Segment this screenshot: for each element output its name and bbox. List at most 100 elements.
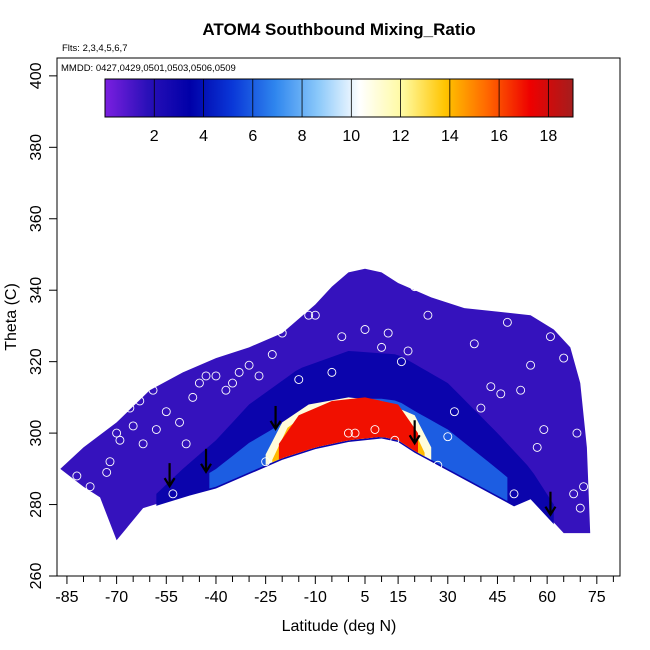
observation-point <box>433 460 443 470</box>
colorbar-tick-label: 18 <box>539 128 557 145</box>
observation-point <box>579 482 589 492</box>
dates-note: MMDD: 0427,0429,0501,0503,0506,0509 <box>61 63 236 74</box>
x-tick-label: 60 <box>538 589 556 606</box>
colorbar-tick-label: 6 <box>248 128 257 145</box>
field-zone-red-core <box>278 397 418 460</box>
observation-point <box>211 371 221 381</box>
x-tick-label: -10 <box>304 589 327 606</box>
observation-point <box>396 357 406 367</box>
observation-point <box>125 403 135 413</box>
mixing-ratio-field <box>60 268 591 576</box>
profile-arrows <box>163 405 557 517</box>
x-tick-label: -25 <box>254 589 277 606</box>
observation-point <box>559 353 569 363</box>
observation-point <box>175 417 184 427</box>
observation-point <box>310 310 320 320</box>
observation-point <box>168 489 178 499</box>
observation-point <box>390 435 400 445</box>
observation-point <box>128 421 138 431</box>
observation-point <box>228 378 237 388</box>
observation-point <box>267 350 277 359</box>
observation-point <box>304 310 314 320</box>
colorbar-tick-label: 8 <box>298 128 307 145</box>
observation-point <box>532 442 542 452</box>
x-tick-label: 75 <box>588 589 606 606</box>
observation-point <box>377 342 387 352</box>
y-tick-label: 260 <box>28 563 45 590</box>
observation-point <box>443 432 453 442</box>
observation-point <box>383 328 393 338</box>
observation-point <box>327 367 337 377</box>
observation-point <box>459 485 469 495</box>
observation-point <box>509 489 519 499</box>
chart-title: ATOM4 Southbound Mixing_Ratio <box>202 20 475 39</box>
observation-point <box>221 385 231 395</box>
observation-point <box>416 271 426 281</box>
profile-arrow <box>544 491 557 517</box>
colorbar-tick-label: 10 <box>342 128 360 145</box>
observation-point <box>572 428 582 438</box>
observation-point <box>277 328 287 338</box>
colorbar-tick-label: 4 <box>199 128 208 145</box>
y-tick-label: 300 <box>28 420 45 447</box>
observation-point <box>234 367 244 377</box>
y-axis: 260 280 300 320 340 360 380 400 <box>28 62 57 589</box>
observation-point <box>254 371 264 381</box>
x-tick-label: 45 <box>489 589 507 606</box>
observation-point <box>343 428 353 438</box>
observation-point <box>370 425 380 434</box>
y-tick-label: 380 <box>28 134 45 161</box>
observation-point <box>85 482 95 492</box>
y-tick-label: 360 <box>28 205 45 232</box>
observation-point <box>539 425 549 434</box>
observation-point <box>569 489 579 499</box>
observation-point <box>194 378 204 388</box>
observation-point <box>135 396 145 406</box>
x-tick-label: -55 <box>155 589 178 606</box>
colorbar-tick-label: 2 <box>150 128 159 145</box>
profile-arrow <box>408 420 421 446</box>
observation-point <box>161 407 171 417</box>
observation-point <box>502 317 512 327</box>
colorbar: 2 4 6 8 10 12 14 16 18 <box>104 78 574 145</box>
observation-point <box>102 467 112 477</box>
y-tick-label: 340 <box>28 277 45 304</box>
x-tick-label: 5 <box>361 589 370 606</box>
observation-point <box>423 310 433 320</box>
observation-point <box>403 346 413 356</box>
observation-point <box>469 339 479 349</box>
profile-arrow <box>269 405 282 432</box>
observation-point <box>138 439 148 449</box>
observation-point <box>486 382 496 392</box>
profile-arrow <box>200 448 212 474</box>
observation-point <box>337 332 347 342</box>
observation-point <box>115 435 125 445</box>
observation-point <box>526 360 536 370</box>
x-tick-label: 30 <box>439 589 457 606</box>
observation-point <box>294 375 304 384</box>
observation-point <box>350 428 360 438</box>
observation-point <box>516 385 526 395</box>
colorbar-tick-label: 16 <box>490 128 508 145</box>
plot-frame <box>56 57 621 577</box>
observation-point <box>546 332 555 342</box>
observation-point <box>261 457 271 467</box>
y-axis-label: Theta (C) <box>3 283 20 351</box>
x-tick-label: -85 <box>55 589 78 606</box>
observation-point <box>360 325 370 334</box>
colorbar-ticks: 2 4 6 8 10 12 14 16 18 <box>150 79 557 145</box>
observation-point <box>188 392 198 402</box>
observation-point <box>575 503 585 513</box>
x-axis: -85 -70 -55 -40 -25 -10 5 15 30 45 60 75 <box>55 576 614 606</box>
observation-point <box>141 378 151 388</box>
observation-points <box>72 271 589 513</box>
observation-point <box>151 425 161 434</box>
observation-point <box>449 407 459 417</box>
observation-point <box>496 389 506 399</box>
colorbar-scale <box>104 78 574 118</box>
observation-point <box>410 282 420 292</box>
x-tick-label: 15 <box>389 589 407 606</box>
profile-arrow <box>163 463 176 489</box>
observation-point <box>181 439 191 449</box>
